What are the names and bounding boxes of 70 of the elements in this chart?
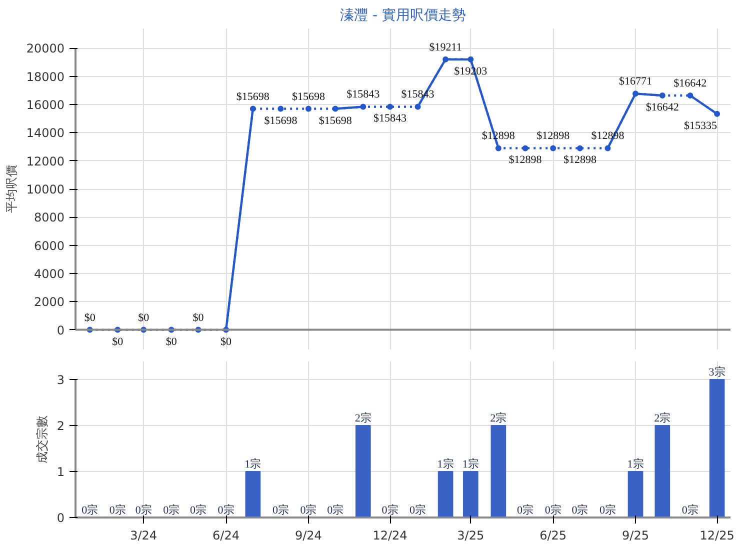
y-tick-label: 10000: [26, 182, 65, 196]
y-tick-label: 14000: [26, 126, 65, 140]
data-label: 0宗: [572, 504, 588, 516]
data-label: 0宗: [327, 504, 344, 516]
y-tick-label: 2000: [34, 295, 65, 310]
data-label: $0: [192, 312, 204, 324]
data-label: 0宗: [109, 504, 126, 516]
data-label: 1宗: [437, 457, 454, 470]
x-tick-label: 6/25: [540, 528, 567, 542]
y-axis-title: 成交宗數: [34, 416, 49, 464]
data-label: $15335: [684, 120, 718, 132]
data-label: $0: [112, 336, 124, 348]
data-label: $15843: [374, 112, 408, 125]
data-label: $12898: [508, 154, 542, 166]
y-tick-label: 1: [56, 464, 65, 479]
y-tick-label: 12000: [26, 154, 65, 168]
data-label: 0宗: [218, 504, 234, 516]
data-label: 0宗: [682, 504, 698, 516]
data-label: 2宗: [354, 411, 372, 424]
data-label: $0: [220, 336, 232, 348]
y-tick-label: 2: [56, 418, 65, 433]
x-tick-label: 3/24: [130, 528, 158, 542]
data-label: $19211: [429, 41, 462, 54]
x-tick-label: 9/24: [294, 528, 322, 542]
y-tick-label: 0: [56, 323, 65, 338]
data-label: $16642: [646, 101, 679, 114]
data-label: 3宗: [708, 365, 726, 378]
data-label: 0宗: [82, 504, 98, 516]
y-axis-title: 平均呎價: [4, 165, 18, 213]
data-label: 2宗: [654, 411, 671, 424]
data-label: $12898: [536, 130, 570, 142]
data-label: $15698: [236, 90, 270, 103]
chart-title: 溱灃 - 實用呎價走勢: [340, 8, 466, 24]
x-tick-label: 6/24: [212, 528, 240, 542]
y-tick-label: 20000: [26, 42, 65, 56]
data-label: $0: [84, 312, 96, 324]
y-tick-label: 16000: [26, 98, 65, 112]
x-tick-label: 12/25: [700, 528, 734, 542]
x-tick-label: 12/24: [372, 528, 408, 542]
data-label: $15698: [292, 90, 326, 103]
data-label: $15843: [346, 88, 380, 101]
y-tick-label: 3: [56, 372, 65, 387]
data-label: 2宗: [490, 411, 507, 424]
data-label: 0宗: [517, 504, 534, 516]
data-label: 0宗: [300, 504, 317, 516]
data-label: 0宗: [382, 504, 398, 516]
data-label: $0: [138, 312, 150, 324]
data-label: 0宗: [272, 504, 289, 516]
y-tick-label: 4000: [34, 266, 65, 281]
data-label: $16642: [674, 77, 707, 90]
data-label: 0宗: [190, 504, 207, 516]
y-tick-label: 18000: [26, 70, 65, 84]
data-label: 0宗: [599, 504, 616, 516]
data-label: 1宗: [462, 457, 479, 470]
x-tick-label: 3/25: [457, 528, 484, 542]
data-label: $16771: [619, 76, 652, 88]
data-label: 0宗: [410, 504, 426, 516]
data-label: 1宗: [244, 457, 262, 470]
data-label: 1宗: [627, 457, 644, 470]
y-tick-label: 0: [56, 511, 65, 525]
data-label: 0宗: [544, 504, 562, 516]
data-label: $15698: [264, 114, 298, 127]
data-label: 0宗: [135, 504, 152, 516]
y-tick-label: 6000: [34, 238, 65, 253]
data-label: $0: [166, 336, 178, 348]
data-label: $12898: [563, 154, 597, 166]
data-label: $15698: [318, 114, 352, 127]
data-label: 0宗: [163, 504, 180, 516]
x-tick-label: 9/25: [622, 528, 649, 542]
y-tick-label: 8000: [34, 210, 65, 225]
